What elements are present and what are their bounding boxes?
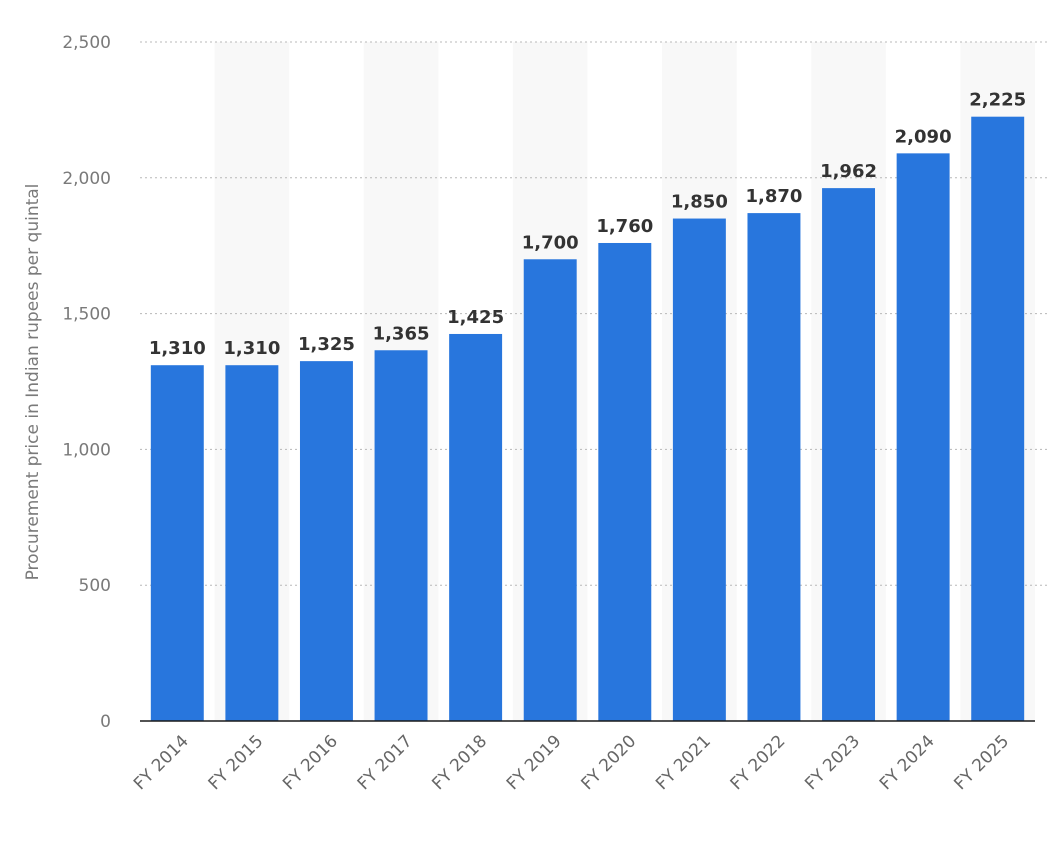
y-tick-label: 500 <box>79 576 111 596</box>
data-label: 1,310 <box>223 338 280 359</box>
bar <box>523 259 577 721</box>
y-tick-label: 2,500 <box>62 33 111 53</box>
gridlines <box>140 41 1050 586</box>
data-label: 1,365 <box>373 323 430 344</box>
data-label: 1,850 <box>671 192 728 213</box>
data-label: 1,962 <box>820 161 877 182</box>
bar <box>896 153 950 721</box>
data-label: 1,310 <box>149 338 206 359</box>
bar <box>598 242 652 721</box>
bar <box>374 350 428 721</box>
x-tick-label: FY 2017 <box>354 731 417 794</box>
y-axis-ticks: 0 500 1,000 1,500 2,000 2,500 <box>62 33 111 732</box>
y-tick-label: 1,500 <box>62 305 111 325</box>
bar <box>449 333 503 721</box>
data-labels: 1,310 1,310 1,325 1,365 1,425 1,700 1,760 1,850… <box>149 90 1026 360</box>
data-label: 1,700 <box>522 232 579 253</box>
x-axis-ticks: FY 2014 FY 2015 FY 2016 FY 2017 FY 2018 FY 20… <box>130 731 1013 794</box>
data-label: 1,425 <box>447 307 504 328</box>
x-tick-label: FY 2014 <box>130 731 193 794</box>
data-label: 2,090 <box>895 126 952 147</box>
x-tick-label: FY 2018 <box>428 731 491 794</box>
x-tick-label: FY 2025 <box>950 731 1013 794</box>
y-axis-title: Procurement price in Indian rupees per q… <box>23 184 43 581</box>
bar <box>672 218 726 722</box>
x-tick-label: FY 2021 <box>652 731 715 794</box>
x-tick-label: FY 2022 <box>727 731 790 794</box>
bar <box>299 361 353 721</box>
x-tick-label: FY 2024 <box>876 731 939 794</box>
x-tick-label: FY 2019 <box>503 731 566 794</box>
x-tick-label: FY 2016 <box>279 731 342 794</box>
x-tick-label: FY 2020 <box>578 731 641 794</box>
bar <box>150 365 204 721</box>
bar <box>971 116 1025 721</box>
x-tick-label: FY 2015 <box>205 731 268 794</box>
y-tick-label: 2,000 <box>62 169 111 189</box>
bar <box>225 365 279 721</box>
y-tick-label: 1,000 <box>62 440 111 460</box>
bar <box>747 213 801 721</box>
x-tick-label: FY 2023 <box>801 731 864 794</box>
data-label: 1,760 <box>596 216 653 237</box>
data-label: 2,225 <box>969 90 1026 111</box>
bars <box>150 116 1025 722</box>
y-tick-label: 0 <box>100 712 111 732</box>
bar <box>822 188 876 722</box>
data-label: 1,870 <box>745 186 802 207</box>
data-label: 1,325 <box>298 334 355 355</box>
